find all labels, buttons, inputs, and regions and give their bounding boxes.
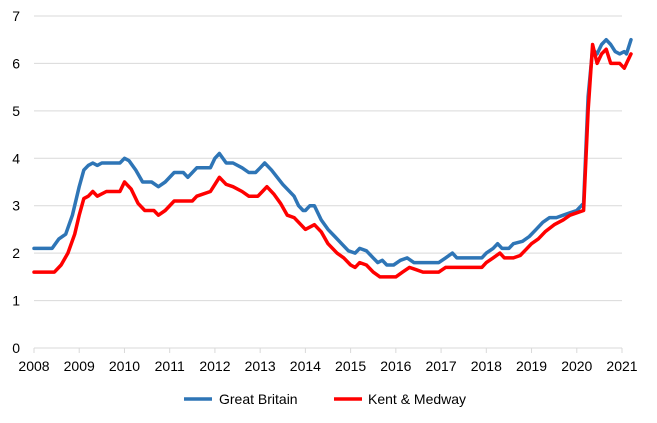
x-tick-label: 2019 bbox=[516, 358, 547, 374]
legend-label: Great Britain bbox=[219, 391, 298, 407]
y-tick-label: 7 bbox=[12, 8, 20, 24]
x-tick-label: 2020 bbox=[561, 358, 592, 374]
y-tick-label: 1 bbox=[12, 293, 20, 309]
x-tick-label: 2011 bbox=[155, 358, 185, 374]
x-tick-label: 2012 bbox=[199, 358, 230, 374]
series-lines bbox=[32, 37, 633, 279]
x-tick-label: 2013 bbox=[245, 358, 276, 374]
gridlines bbox=[34, 15, 622, 302]
legend-label: Kent & Medway bbox=[368, 391, 466, 407]
y-tick-label: 6 bbox=[12, 55, 20, 71]
series-line-great-britain bbox=[32, 37, 633, 267]
x-tick-label: 2008 bbox=[18, 358, 49, 374]
x-tick-label: 2017 bbox=[425, 358, 456, 374]
x-tick-label: 2010 bbox=[109, 358, 140, 374]
x-tick-label: 2009 bbox=[64, 358, 95, 374]
x-tick-label: 2021 bbox=[606, 358, 637, 374]
axes: 0 1 2 3 4 5 6 7 2008 2009 2010 2011 2012 2013 2014 2015… bbox=[12, 8, 638, 374]
legend: Great Britain Kent & Medway bbox=[184, 391, 466, 407]
x-tick-label: 2016 bbox=[380, 358, 411, 374]
y-tick-label: 0 bbox=[12, 340, 20, 356]
y-tick-label: 3 bbox=[12, 198, 20, 214]
x-tick-label: 2018 bbox=[471, 358, 502, 374]
x-tick-label: 2014 bbox=[290, 358, 321, 374]
y-tick-label: 5 bbox=[12, 103, 20, 119]
y-tick-label: 4 bbox=[12, 150, 20, 166]
y-tick-label: 2 bbox=[12, 245, 20, 261]
series-line-kent-medway bbox=[32, 42, 633, 279]
x-tick-label: 2015 bbox=[335, 358, 366, 374]
